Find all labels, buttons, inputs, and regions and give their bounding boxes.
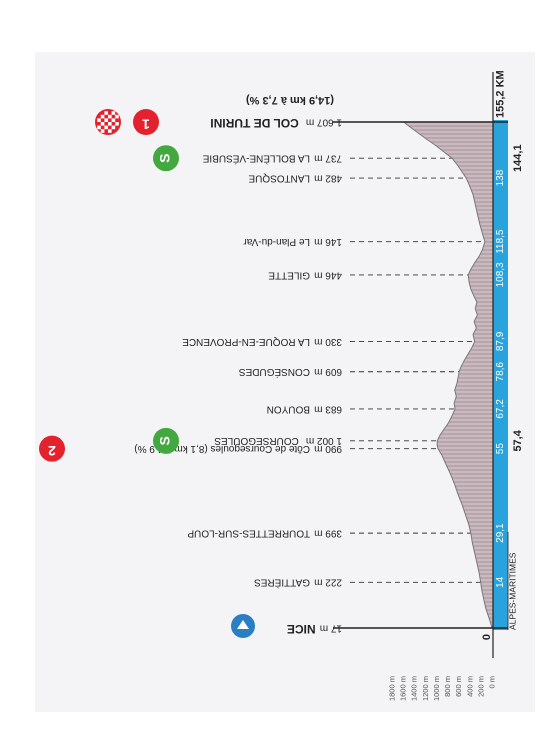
waypoint-altitude: 146 m xyxy=(314,236,342,247)
checker-cell xyxy=(108,114,112,119)
y-tick-label: 400 m xyxy=(465,676,474,697)
kom-badge-text: 2 xyxy=(48,443,56,459)
sprint-badge xyxy=(153,145,179,172)
checker-cell xyxy=(111,118,116,122)
waypoint-name: NICE xyxy=(287,622,316,636)
y-tick-label: 1000 m xyxy=(432,676,441,701)
region-label: ALPES-MARITIMES xyxy=(507,552,517,630)
y-tick-label: 1200 m xyxy=(421,676,430,701)
waypoint-altitude: 683 m xyxy=(314,403,342,414)
profile-line xyxy=(403,121,493,629)
checker-cell xyxy=(104,125,108,130)
y-tick-label: 600 m xyxy=(454,676,463,697)
waypoint-name: TOURRETTES-SUR-LOUP xyxy=(187,527,310,538)
waypoint-sub: (14,9 km à 7,3 %) xyxy=(246,94,334,106)
y-tick-label: 1400 m xyxy=(410,676,419,701)
y-tick-label: 1600 m xyxy=(399,676,408,701)
waypoint-altitude: 1 002 m xyxy=(306,435,342,446)
kom-badge xyxy=(39,435,65,462)
waypoint-name: COURSEGOULES xyxy=(214,435,299,446)
waypoint-altitude: 222 m xyxy=(314,577,342,588)
waypoint-name: COL DE TURINI xyxy=(210,116,298,130)
checker-cell xyxy=(97,118,101,122)
km-marker-label: 108,3 xyxy=(495,262,506,287)
waypoint-altitude: 737 m xyxy=(314,153,342,164)
checker-cell xyxy=(108,122,112,126)
waypoint-name: Le Plan-du-Var xyxy=(243,236,310,247)
total-km-label: 155,2 KM xyxy=(494,70,506,118)
y-tick-label: 1800 m xyxy=(387,676,396,701)
waypoint-name: LANTOSQUE xyxy=(248,172,310,183)
km-marker-label: 29,1 xyxy=(495,523,506,543)
checker-cell xyxy=(108,129,112,133)
checker-cell xyxy=(100,129,105,133)
km-marker-label: 55 xyxy=(495,443,506,455)
checker-cell xyxy=(115,114,119,119)
km-marker-label: 78,6 xyxy=(495,362,506,382)
start-icon xyxy=(237,620,249,629)
start-km-label: 0 xyxy=(481,634,493,640)
waypoint-altitude: 609 m xyxy=(314,366,342,377)
guide-lines-layer xyxy=(350,157,485,583)
kom-badge-text: 1 xyxy=(142,116,150,132)
waypoint-altitude: 990 m xyxy=(314,443,342,454)
kom-badge xyxy=(133,109,159,135)
km-marker-label: 87,9 xyxy=(495,331,506,351)
waypoint-name: GILETTE xyxy=(268,269,310,280)
waypoint-name: BOUYON xyxy=(267,403,310,414)
waypoint-name: LA ROQUE-EN-PROVENCE xyxy=(182,336,310,347)
checker-cell xyxy=(100,122,105,126)
sprint-badge xyxy=(153,427,179,454)
checker-cell xyxy=(111,125,116,130)
checker-cell xyxy=(111,111,116,115)
sprint-km-label: 57,4 xyxy=(512,429,524,451)
distance-axis-band xyxy=(493,120,508,630)
profile-area-hatch xyxy=(403,122,493,628)
waypoint-altitude: 17 m xyxy=(320,622,342,633)
checker-cell xyxy=(104,111,108,115)
km-marker-label: 138 xyxy=(495,169,506,186)
km-marker-label: 14 xyxy=(495,576,506,588)
waypoint-altitude: 1 607 m xyxy=(306,116,342,127)
waypoint-altitude: 330 m xyxy=(314,336,342,347)
waypoint-name: CONSÉGUDES xyxy=(239,366,310,379)
checker-cell xyxy=(115,122,119,126)
sprint-badge-text: S xyxy=(157,154,173,163)
waypoint-altitude: 446 m xyxy=(314,269,342,280)
km-marker-label: 67,2 xyxy=(495,399,506,419)
checker-cell xyxy=(97,125,101,130)
y-tick-label: 0 m xyxy=(487,676,496,689)
sprint-badge-text: S xyxy=(157,436,173,445)
sprint-km-label: 144,1 xyxy=(512,144,524,172)
profile-area-layer xyxy=(403,121,493,629)
km-marker-label: 118,5 xyxy=(495,229,506,254)
checker-cell xyxy=(104,118,108,122)
waypoint-name: GATTIÈRES xyxy=(254,577,310,590)
y-tick-label: 200 m xyxy=(476,676,485,697)
waypoint-name: LA BOLLÈNE-VÉSUBIE xyxy=(202,153,310,166)
axis-layer xyxy=(333,72,509,658)
chart-frame xyxy=(35,52,535,712)
waypoint-altitude: 482 m xyxy=(314,172,342,183)
y-tick-label: 800 m xyxy=(443,676,452,697)
labels-layer: 14 29,1 55 67,2 78,6 87,9 108,3 118,5 138 0 155,2 … xyxy=(39,70,524,701)
checker-cell xyxy=(100,114,105,119)
waypoint-altitude: 399 m xyxy=(314,527,342,538)
waypoint-name: Côte de Coursegoules (8,1 km à 4,9 %) xyxy=(134,443,310,454)
